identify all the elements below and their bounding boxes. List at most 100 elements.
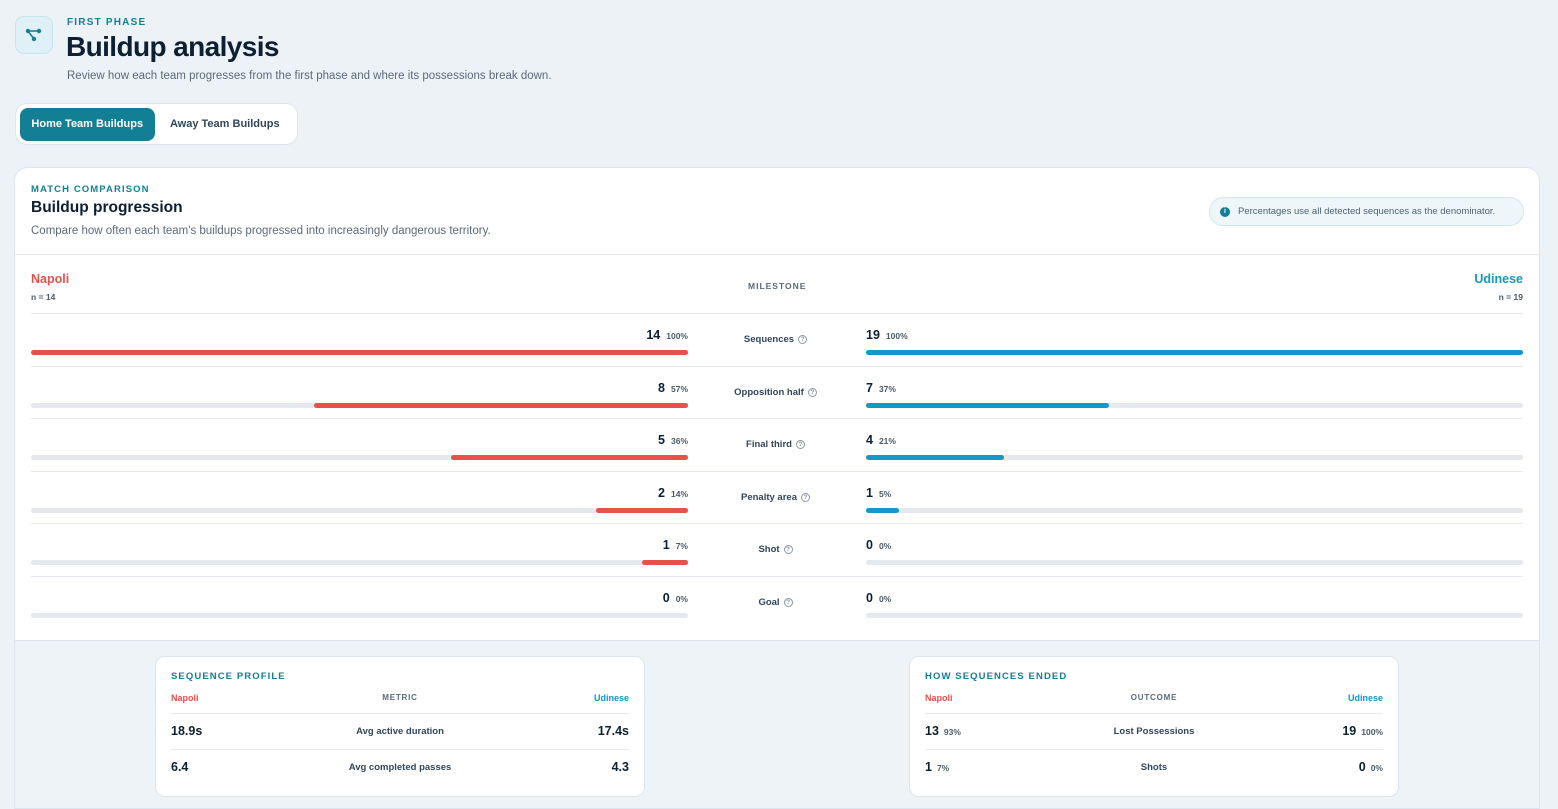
away-pct: 100% [1361, 727, 1383, 737]
sequence-profile-header: Napoli METRIC Udinese [171, 693, 629, 713]
milestone-label: Shot? [688, 544, 863, 555]
summary-area: SEQUENCE PROFILE Napoli METRIC Udinese 1… [15, 640, 1539, 808]
metric-row: 6.4 Avg completed passes 4.3 [171, 749, 629, 785]
away-count: 7 [866, 380, 873, 395]
away-bar-track [866, 507, 1523, 513]
milestone-label: Opposition half? [688, 387, 863, 398]
away-value: 4.3 [611, 760, 629, 774]
home-bar-track [31, 455, 688, 460]
home-count: 5 [658, 433, 665, 447]
help-icon[interactable]: ? [807, 387, 817, 397]
card-eyebrow: MATCH COMPARISON [31, 184, 150, 195]
home-pct: 57% [670, 383, 688, 394]
away-bar-track [866, 350, 1523, 355]
page-subtitle: Review how each team progresses from the… [67, 70, 552, 82]
home-pct: 93% [943, 727, 961, 737]
home-bar-track [31, 560, 688, 565]
away-pct: 21% [878, 436, 896, 446]
divider [15, 254, 1539, 255]
away-team-count: n = 19 [1498, 292, 1523, 302]
home-bar-fill [596, 507, 688, 513]
home-label: Napoli [171, 693, 199, 703]
home-bar-fill [642, 560, 688, 565]
away-value: 19 [1342, 724, 1357, 738]
away-pct: 0% [878, 593, 892, 604]
team-tabs: Home Team Buildups Away Team Buildups [15, 103, 298, 145]
away-bar-fill [866, 507, 899, 513]
home-pct: 7% [936, 763, 950, 773]
home-bar-fill [31, 350, 688, 355]
comparison-card: MATCH COMPARISON Buildup progression Com… [14, 167, 1540, 809]
info-icon: i [1220, 206, 1230, 217]
away-value: 17.4s [597, 724, 629, 738]
away-bar-track [866, 455, 1523, 460]
page-title: Buildup analysis [66, 31, 280, 62]
away-bar-fill [866, 402, 1110, 408]
away-bar-track [866, 560, 1523, 565]
home-bar-track [31, 402, 688, 408]
away-pct: 0% [1370, 763, 1383, 773]
page-eyebrow: FIRST PHASE [67, 17, 147, 28]
away-count: 0 [866, 590, 873, 605]
home-count: 14 [646, 328, 661, 342]
milestone-row: 14 100% Sequences? 19 100% [31, 313, 1523, 366]
home-team-count: n = 14 [31, 292, 56, 302]
away-count: 0 [866, 538, 873, 552]
away-count: 19 [866, 328, 880, 342]
home-count: 1 [662, 538, 670, 552]
home-pct: 100% [666, 331, 688, 341]
home-pct: 36% [670, 436, 688, 446]
milestone-label: Sequences? [688, 334, 863, 345]
metric-name: Avg active duration [356, 726, 444, 737]
milestone-label: Final third? [688, 439, 863, 450]
metric-row: 18.9s Avg active duration 17.4s [171, 713, 629, 749]
help-icon[interactable]: ? [783, 545, 793, 554]
home-label: Napoli [925, 693, 953, 703]
help-icon[interactable]: ? [800, 492, 810, 502]
away-bar-fill [866, 455, 1004, 460]
away-label: Udinese [1347, 693, 1383, 703]
home-value: 18.9s [171, 724, 203, 738]
tab-home-team-buildups[interactable]: Home Team Buildups [20, 107, 155, 141]
help-icon[interactable]: ? [798, 335, 808, 344]
home-value: 6.4 [171, 760, 189, 774]
away-pct: 0% [878, 541, 892, 551]
outcome-name: Shots [1140, 762, 1168, 773]
home-value: 1 [925, 760, 932, 774]
away-bar-track [866, 402, 1523, 408]
home-team-name: Napoli [31, 272, 70, 286]
outcome-label: OUTCOME [1130, 693, 1178, 702]
away-value: 0 [1358, 760, 1366, 774]
card-subtitle: Compare how often each team's buildups p… [31, 225, 491, 237]
sequence-profile-title: SEQUENCE PROFILE [171, 671, 286, 682]
milestone-label: Goal? [688, 597, 863, 608]
home-pct: 14% [670, 488, 688, 499]
help-icon[interactable]: ? [783, 597, 793, 607]
home-count: 8 [658, 380, 665, 395]
home-count: 2 [658, 485, 665, 500]
sequence-profile-card: SEQUENCE PROFILE Napoli METRIC Udinese 1… [155, 656, 645, 797]
outcome-name: Lost Possessions [1113, 726, 1195, 737]
away-label: Udinese [593, 693, 629, 703]
home-bar-track [31, 507, 688, 513]
sequence-end-card: HOW SEQUENCES ENDED Napoli OUTCOME Udine… [909, 656, 1399, 797]
away-pct: 37% [878, 383, 896, 394]
away-pct: 5% [878, 488, 892, 499]
home-pct: 0% [675, 593, 688, 604]
away-bar-fill [866, 350, 1523, 355]
note-text: Percentages use all detected sequences a… [1238, 206, 1496, 217]
network-icon [15, 16, 53, 54]
outcome-row: 13 93% Lost Possessions 19 100% [925, 713, 1383, 749]
sequence-end-title: HOW SEQUENCES ENDED [925, 671, 1068, 682]
milestone-row: 0 0% Goal? 0 0% [31, 575, 1523, 629]
help-icon[interactable]: ? [795, 440, 805, 449]
milestone-row: 1 7% Shot? 0 0% [31, 523, 1523, 576]
milestone-rows: 14 100% Sequences? 19 100% 8 57% Opposition… [31, 313, 1523, 628]
milestone-label: Penalty area? [688, 492, 863, 503]
home-bar-fill [313, 402, 688, 408]
tab-away-team-buildups[interactable]: Away Team Buildups [169, 118, 280, 130]
away-bar-track [866, 612, 1523, 618]
home-pct: 7% [675, 541, 688, 551]
home-bar-fill [451, 455, 688, 460]
milestone-row: 2 14% Penalty area? 1 5% [31, 470, 1523, 524]
